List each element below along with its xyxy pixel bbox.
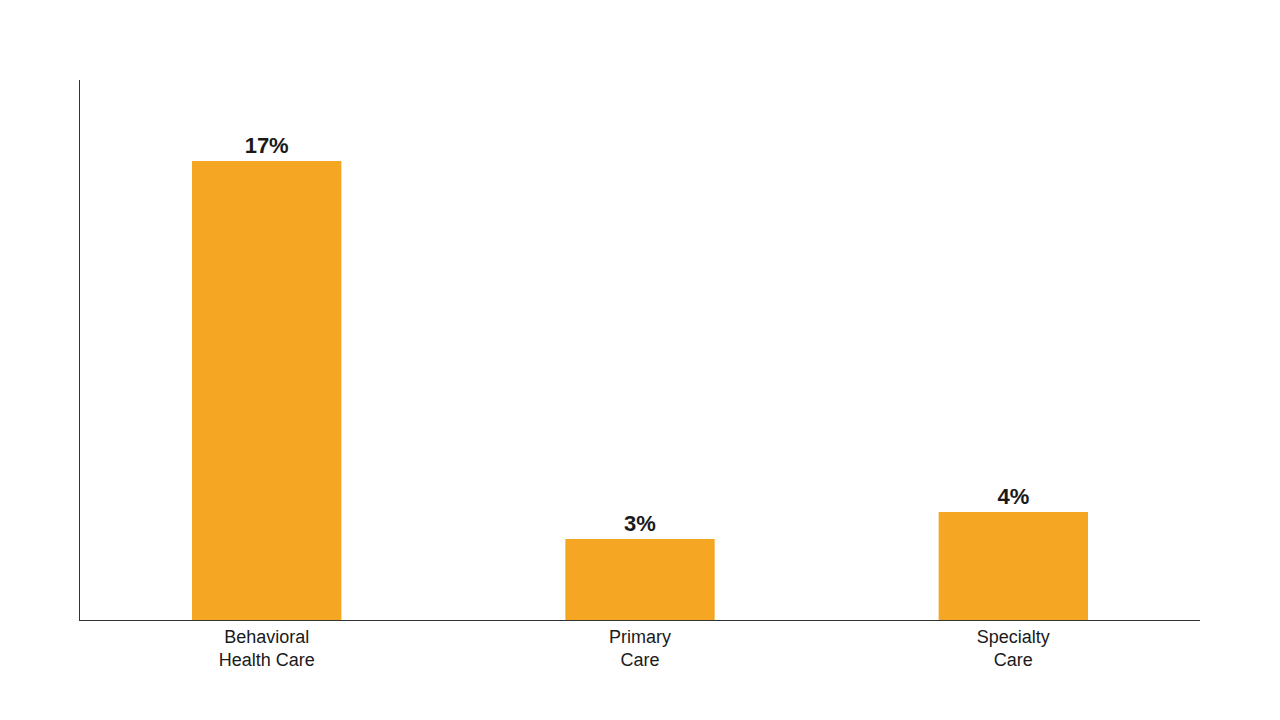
svg-text:4%: 4% [997, 484, 1029, 509]
svg-text:PrimaryCare: PrimaryCare [609, 627, 671, 670]
svg-text:BehavioralHealth Care: BehavioralHealth Care [219, 627, 315, 670]
svg-text:SpecialtyCare: SpecialtyCare [977, 627, 1050, 670]
svg-text:3%: 3% [624, 511, 656, 536]
svg-text:17%: 17% [245, 133, 289, 158]
